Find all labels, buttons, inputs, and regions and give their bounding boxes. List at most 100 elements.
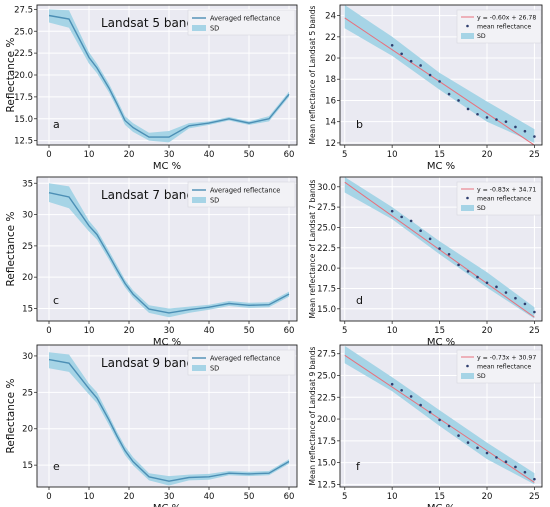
mean-reflectance-point — [476, 446, 479, 450]
panel-e: 010203040506015202530MC %Reflectance %La… — [5, 344, 298, 507]
y-tick-label: 25 — [22, 388, 33, 398]
x-tick-label: 20 — [482, 492, 493, 502]
x-tick-label: 15 — [434, 326, 445, 336]
x-tick-label: 50 — [244, 326, 255, 336]
sd-band — [49, 352, 289, 486]
mean-reflectance-point — [409, 395, 413, 398]
mean-reflectance-point — [419, 403, 422, 407]
x-tick-label: 30 — [164, 326, 175, 336]
legend-band-swatch — [461, 33, 474, 39]
mean-reflectance-point — [400, 52, 403, 56]
mean-reflectance-point — [476, 275, 479, 279]
y-tick-label: 16 — [325, 96, 336, 106]
legend-label: mean reflectance — [477, 364, 531, 371]
y-axis-label: Mean reflectance of Landsat 9 bands — [308, 346, 317, 485]
x-tick-label: 40 — [204, 492, 215, 502]
y-tick-label: 12.5 — [317, 480, 336, 490]
mean-reflectance-point — [390, 209, 394, 213]
mean-reflectance-point — [504, 460, 508, 464]
y-tick-label: 15.0 — [317, 305, 336, 315]
x-tick-label: 5 — [342, 492, 347, 502]
mean-reflectance-point — [523, 470, 527, 474]
y-tick-label: 22.5 — [14, 49, 33, 59]
mean-reflectance-point — [476, 112, 479, 116]
mean-reflectance-point — [400, 215, 403, 219]
mean-reflectance-point — [514, 125, 517, 129]
y-tick-label: 12 — [325, 139, 336, 149]
y-axis-label: Reflectance % — [5, 38, 17, 113]
mean-reflectance-point — [533, 135, 536, 138]
y-tick-label: 22.5 — [317, 244, 336, 254]
mean-reflectance-point — [390, 44, 394, 47]
x-tick-label: 10 — [387, 492, 398, 502]
mean-reflectance-point — [438, 418, 441, 422]
y-tick-label: 17.5 — [317, 437, 336, 447]
mean-reflectance-point — [485, 116, 489, 119]
mean-reflectance-point — [495, 118, 498, 121]
legend-label: mean reflectance — [477, 196, 531, 203]
y-tick-label: 35 — [22, 179, 33, 189]
y-tick-label: 24 — [325, 12, 336, 22]
y-tick-label: 20 — [325, 54, 336, 64]
x-tick-label: 60 — [284, 150, 295, 160]
x-tick-label: 10 — [84, 150, 95, 160]
panel-d: 5 10 15 20 25 15.0 17.5 20.0 22.5 25.0 27.5 30.0 MC … — [308, 176, 543, 348]
legend-label: SD — [477, 33, 486, 40]
legend-label: SD — [210, 365, 219, 373]
mean-reflectance-point — [504, 291, 508, 294]
legend-band-swatch — [461, 205, 474, 211]
x-tick-label: 40 — [204, 326, 215, 336]
x-tick-label: 60 — [284, 326, 295, 336]
y-tick-label: 27.5 — [317, 350, 336, 360]
mean-reflectance-point — [419, 229, 422, 232]
mean-reflectance-point — [457, 434, 460, 437]
x-tick-label: 40 — [204, 150, 215, 160]
x-tick-label: 10 — [387, 150, 398, 160]
y-tick-label: 20.0 — [14, 71, 33, 81]
mean-reflectance-point — [409, 59, 413, 63]
y-tick-label: 15.0 — [14, 115, 33, 125]
panel-letter: e — [53, 460, 60, 473]
legend-box — [187, 349, 296, 376]
y-tick-label: 30.0 — [317, 183, 336, 193]
x-tick-label: 0 — [46, 492, 51, 502]
y-tick-label: 15 — [22, 461, 33, 471]
x-tick-label: 20 — [124, 492, 135, 502]
mean-reflectance-point — [514, 465, 517, 469]
sd-band — [49, 183, 289, 318]
y-axis-label: Reflectance % — [5, 379, 17, 454]
mean-reflectance-point — [523, 129, 527, 133]
y-tick-label: 20.0 — [317, 264, 336, 274]
y-tick-label: 20 — [22, 425, 33, 435]
y-tick-label: 14 — [325, 118, 336, 128]
averaged-reflectance-line — [48, 14, 290, 138]
y-tick-label: 12.5 — [14, 137, 33, 147]
x-tick-label: 30 — [164, 150, 175, 160]
panel-letter: b — [356, 118, 363, 131]
legend-label: SD — [477, 205, 486, 212]
panel-letter: f — [356, 460, 361, 473]
x-axis-label: MC % — [427, 337, 455, 348]
y-axis-label: Mean reflectance of Landsat 7 bands — [308, 179, 317, 318]
x-tick-label: 0 — [46, 326, 51, 336]
x-tick-label: 50 — [244, 150, 255, 160]
mean-reflectance-point — [504, 120, 508, 123]
y-tick-label: 30 — [22, 211, 33, 221]
panel-title: Landsat 7 bands — [101, 188, 200, 202]
plot-frame — [36, 176, 298, 322]
legend-label: SD — [477, 373, 486, 380]
mean-reflectance-point — [466, 270, 470, 273]
x-tick-label: 10 — [387, 326, 398, 336]
x-tick-label: 15 — [434, 492, 445, 502]
x-axis-label: MC % — [153, 161, 181, 172]
x-tick-label: 0 — [46, 150, 51, 160]
x-tick-label: 20 — [482, 150, 493, 160]
x-axis-label: MC % — [153, 503, 181, 507]
mean-reflectance-point — [495, 285, 498, 289]
x-tick-label: 25 — [529, 326, 540, 336]
mean-reflectance-point — [485, 281, 489, 285]
legend-label: mean reflectance — [477, 24, 531, 31]
panel-title: Landsat 9 bands — [101, 356, 200, 370]
mean-reflectance-point — [533, 477, 536, 481]
